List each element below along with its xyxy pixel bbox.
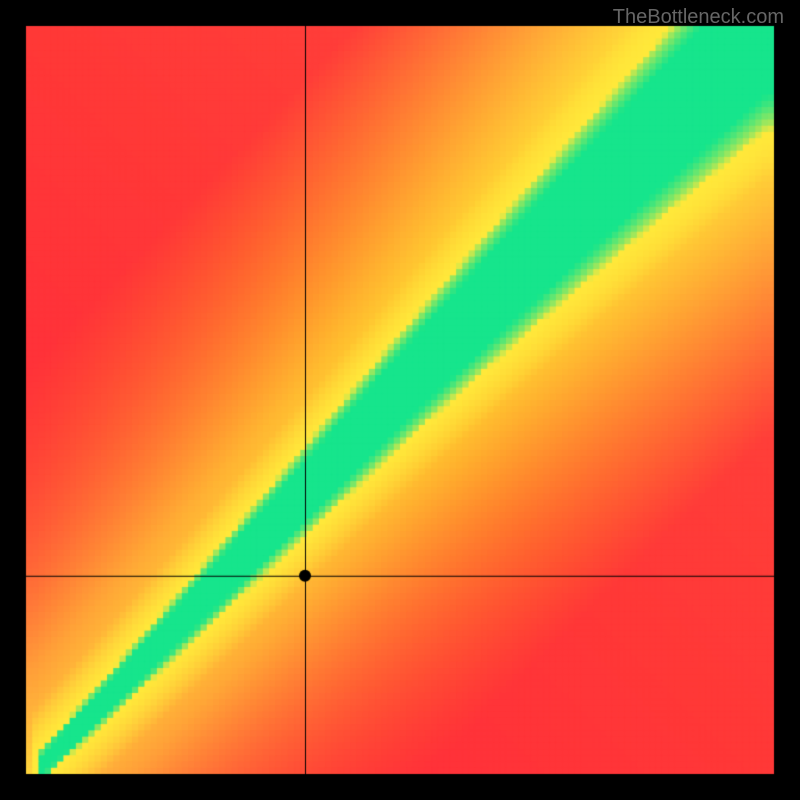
chart-container: TheBottleneck.com (0, 0, 800, 800)
heatmap-canvas (0, 0, 800, 800)
watermark-text: TheBottleneck.com (613, 6, 784, 29)
